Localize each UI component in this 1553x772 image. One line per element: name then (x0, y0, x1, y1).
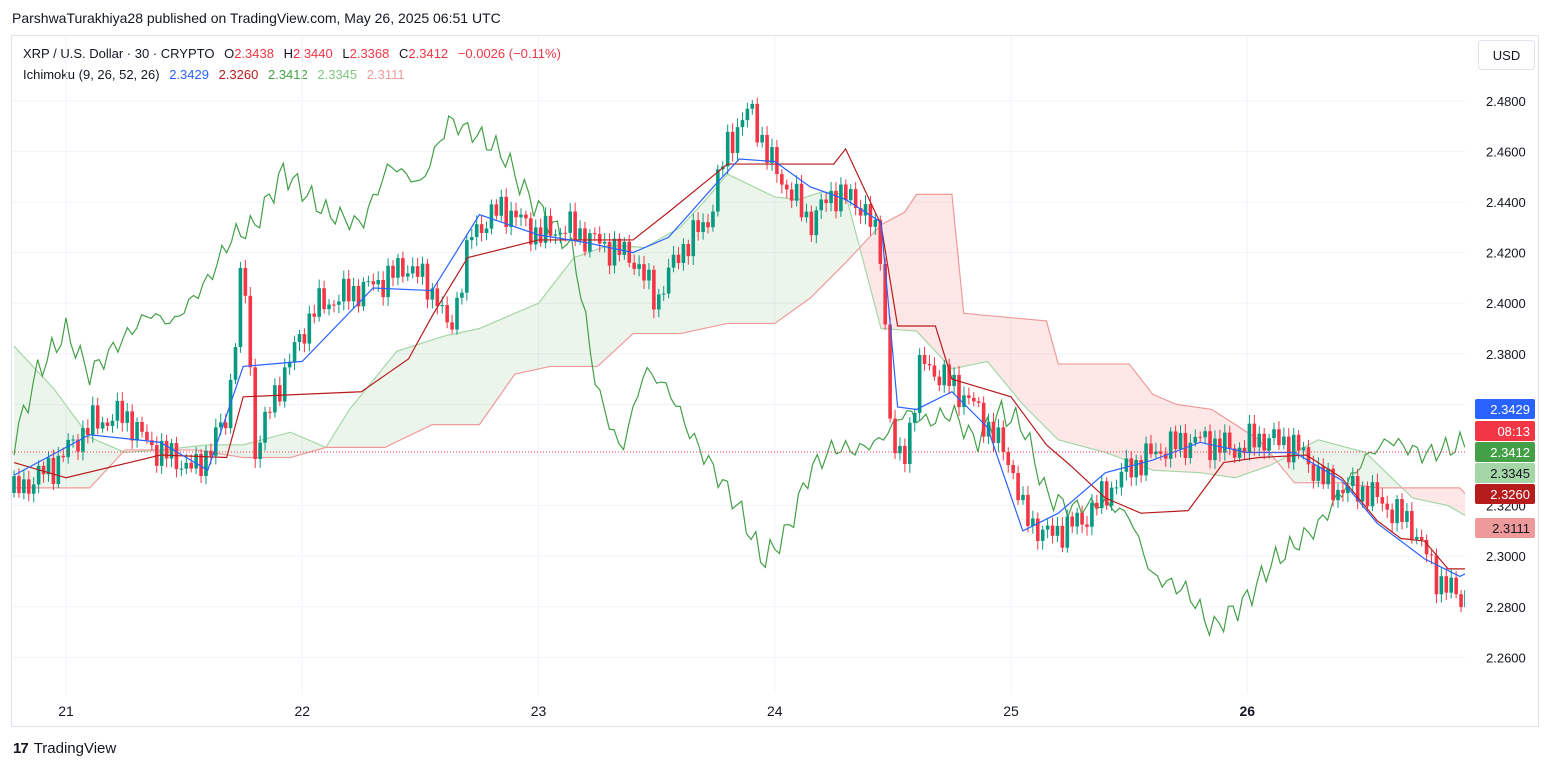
tradingview-logo-icon: 17 (13, 740, 29, 757)
candle-body (1543, 517, 1547, 542)
publish-caption: ParshwaTurakhiya28 published on TradingV… (12, 10, 501, 26)
footer: 17 TradingView (13, 740, 116, 757)
footer-brand: TradingView (33, 740, 117, 757)
candle (1543, 508, 1547, 545)
low-label: L (342, 46, 350, 61)
lead-a-value: 2.3345 (317, 67, 358, 82)
high-label: H (283, 46, 293, 61)
low-value: 2.3368 (349, 46, 390, 61)
symbol-name: XRP / U.S. Dollar · 30 · CRYPTO (23, 46, 215, 61)
symbol-legend: XRP / U.S. Dollar · 30 · CRYPTO O2.3438 … (23, 46, 567, 61)
change-value: −0.0026 (−0.11%) (457, 46, 561, 61)
close-value: 2.3412 (408, 46, 449, 61)
candle (1548, 509, 1552, 533)
currency-button[interactable]: USD (1478, 40, 1535, 70)
indicator-legend: Ichimoku (9, 26, 52, 26) 2.3429 2.3260 2… (23, 67, 411, 82)
open-label: O (224, 46, 235, 61)
lagging-value: 2.3412 (267, 67, 308, 82)
close-label: C (399, 46, 409, 61)
base-value: 2.3260 (218, 67, 259, 82)
chart-frame (11, 35, 1539, 727)
conversion-value: 2.3429 (169, 67, 209, 82)
lead-b-value: 2.3111 (366, 67, 405, 82)
indicator-name: Ichimoku (9, 26, 52, 26) (23, 67, 160, 82)
candle-body (1548, 517, 1552, 528)
open-value: 2.3438 (234, 46, 274, 61)
high-value: 2.3440 (292, 46, 333, 61)
